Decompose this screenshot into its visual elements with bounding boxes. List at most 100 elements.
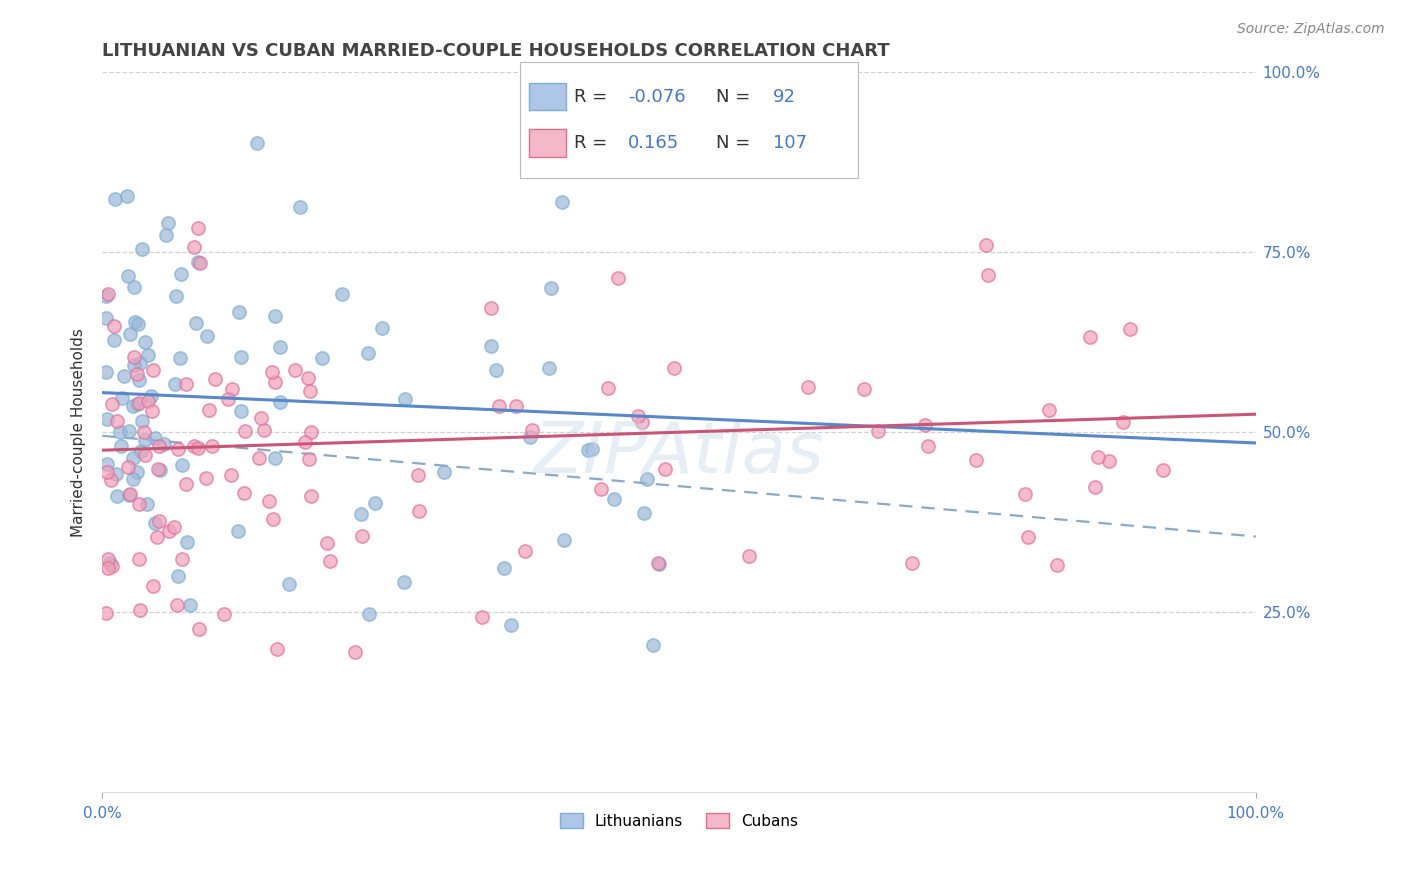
Point xyxy=(330,286,353,301)
Point xyxy=(229,404,252,418)
Point xyxy=(94,311,117,326)
Point xyxy=(217,392,239,406)
Point xyxy=(1078,330,1101,344)
Point xyxy=(141,404,163,418)
Point xyxy=(110,425,132,439)
Point xyxy=(1098,454,1121,468)
Point xyxy=(96,411,118,425)
Point xyxy=(188,623,211,637)
Point xyxy=(914,418,936,433)
Point xyxy=(122,450,145,465)
Point xyxy=(245,136,267,150)
Point xyxy=(183,240,205,254)
Point xyxy=(1119,322,1142,336)
Point xyxy=(153,437,176,451)
Point xyxy=(97,551,120,566)
Point xyxy=(471,609,494,624)
Point xyxy=(94,289,117,303)
Point xyxy=(111,392,134,406)
Point xyxy=(796,379,818,393)
Text: R =: R = xyxy=(574,87,607,105)
Point xyxy=(269,340,291,354)
Point xyxy=(636,472,658,486)
Point xyxy=(299,490,322,504)
Point xyxy=(522,423,544,437)
Point xyxy=(157,524,180,538)
Point xyxy=(94,365,117,379)
Point xyxy=(142,579,165,593)
Point xyxy=(294,435,316,450)
Point xyxy=(141,389,163,403)
Point xyxy=(187,254,209,268)
Point xyxy=(553,533,575,547)
Point xyxy=(233,425,256,439)
Point xyxy=(122,279,145,293)
Point xyxy=(96,466,118,480)
Point xyxy=(352,529,374,543)
Point xyxy=(132,425,155,439)
Point xyxy=(488,399,510,413)
Point xyxy=(169,351,191,365)
Point xyxy=(172,552,194,566)
Point xyxy=(148,462,170,476)
Point xyxy=(166,598,188,612)
Point xyxy=(264,451,287,466)
Point xyxy=(297,371,319,385)
Point xyxy=(186,220,208,235)
Point xyxy=(359,607,381,622)
Point xyxy=(131,413,153,427)
Point xyxy=(125,367,148,381)
Point xyxy=(174,376,197,391)
Point xyxy=(127,318,149,332)
Point xyxy=(311,351,333,365)
Point xyxy=(125,397,148,411)
Point xyxy=(485,363,508,377)
Point xyxy=(538,361,561,376)
Point xyxy=(363,496,385,510)
Point xyxy=(94,606,117,620)
Point xyxy=(195,328,218,343)
Point xyxy=(212,607,235,621)
Point xyxy=(1087,450,1109,464)
Point xyxy=(118,487,141,501)
Point xyxy=(738,549,761,563)
Point xyxy=(195,470,218,484)
Point xyxy=(176,476,198,491)
Point xyxy=(264,375,287,389)
Point xyxy=(166,569,188,583)
Point xyxy=(221,467,243,482)
Point xyxy=(190,256,212,270)
Point xyxy=(977,268,1000,283)
Point xyxy=(125,466,148,480)
Point xyxy=(183,439,205,453)
Point xyxy=(479,301,502,315)
Point xyxy=(505,399,527,413)
Point xyxy=(128,497,150,511)
Point xyxy=(492,560,515,574)
Point xyxy=(128,373,150,387)
Point xyxy=(197,403,219,417)
Text: ZIPAtlas: ZIPAtlas xyxy=(534,419,824,488)
Point xyxy=(633,507,655,521)
Point xyxy=(100,556,122,570)
Point xyxy=(260,365,283,379)
Point xyxy=(343,645,366,659)
Point xyxy=(129,603,152,617)
Point xyxy=(145,530,167,544)
Point xyxy=(145,516,167,530)
Point xyxy=(128,552,150,566)
Point xyxy=(515,544,537,558)
Point xyxy=(163,520,186,534)
Point xyxy=(550,195,572,210)
FancyBboxPatch shape xyxy=(529,129,565,157)
Point xyxy=(136,394,159,409)
Text: N =: N = xyxy=(716,134,751,152)
Point xyxy=(643,638,665,652)
Text: N =: N = xyxy=(716,87,751,105)
Point xyxy=(284,362,307,376)
Point xyxy=(852,382,875,396)
Point xyxy=(394,392,416,407)
Point xyxy=(233,485,256,500)
Point xyxy=(627,409,650,423)
Point xyxy=(319,554,342,568)
